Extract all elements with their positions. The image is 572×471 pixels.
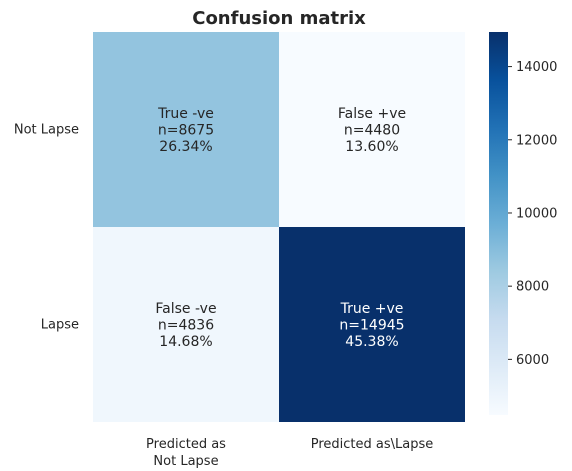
cell-annotation-line: n=8675 [158,123,214,139]
colorbar-tick-label-3: 12000 [516,133,557,148]
cell-annotation-line: True +ve [340,301,404,317]
x-tick-label-1: Predicted as\Lapse [311,437,434,452]
colorbar-tick-label-2: 10000 [516,206,557,221]
cell-annotation-line: False +ve [338,106,406,122]
x-tick-labels: Predicted as Not Lapse Predicted as\Lapse [146,437,433,469]
cell-annotation-line: 13.60% [345,139,398,155]
y-tick-label-1: Lapse [41,318,79,333]
y-tick-label-0: Not Lapse [14,123,79,138]
cell-annotation-line: 26.34% [159,139,212,155]
x-tick-label-line: Not Lapse [153,454,218,469]
heatmap-cell-r0-c0 [93,32,279,227]
heatmap-cells: True -ve n=8675 26.34% False +ve n=4480 13.60… [93,32,465,422]
heatmap-cell-r0-c1 [279,32,465,227]
colorbar: 6000 8000 10000 12000 14000 [489,32,557,415]
colorbar-tick-label-1: 8000 [516,280,549,295]
cell-annotation-r0-c1: False +ve n=4480 13.60% [338,106,406,155]
cell-annotation-line: 14.68% [159,334,212,350]
chart-title: Confusion matrix [192,8,366,29]
cell-annotation-line: 45.38% [345,334,398,350]
y-tick-labels: Not Lapse Lapse [14,123,79,333]
colorbar-gradient [489,32,508,415]
colorbar-tick-label-4: 14000 [516,60,557,75]
x-tick-label-line: Predicted as [146,437,226,452]
cell-annotation-r0-c0: True -ve n=8675 26.34% [157,106,214,155]
cell-annotation-line: n=4480 [344,123,400,139]
cell-annotation-line: n=4836 [158,318,214,334]
cell-annotation-line: True -ve [157,106,214,122]
cell-annotation-line: False -ve [155,301,216,317]
cell-annotation-line: n=14945 [339,318,404,334]
heatmap-cell-r1-c0 [93,227,279,422]
x-tick-label-0: Predicted as Not Lapse [146,437,226,469]
colorbar-tick-label-0: 6000 [516,353,549,368]
heatmap-cell-r1-c1 [279,227,465,422]
cell-annotation-r1-c0: False -ve n=4836 14.68% [155,301,216,350]
x-tick-label-line: Predicted as\Lapse [311,437,434,452]
cell-annotation-r1-c1: True +ve n=14945 45.38% [339,301,404,350]
